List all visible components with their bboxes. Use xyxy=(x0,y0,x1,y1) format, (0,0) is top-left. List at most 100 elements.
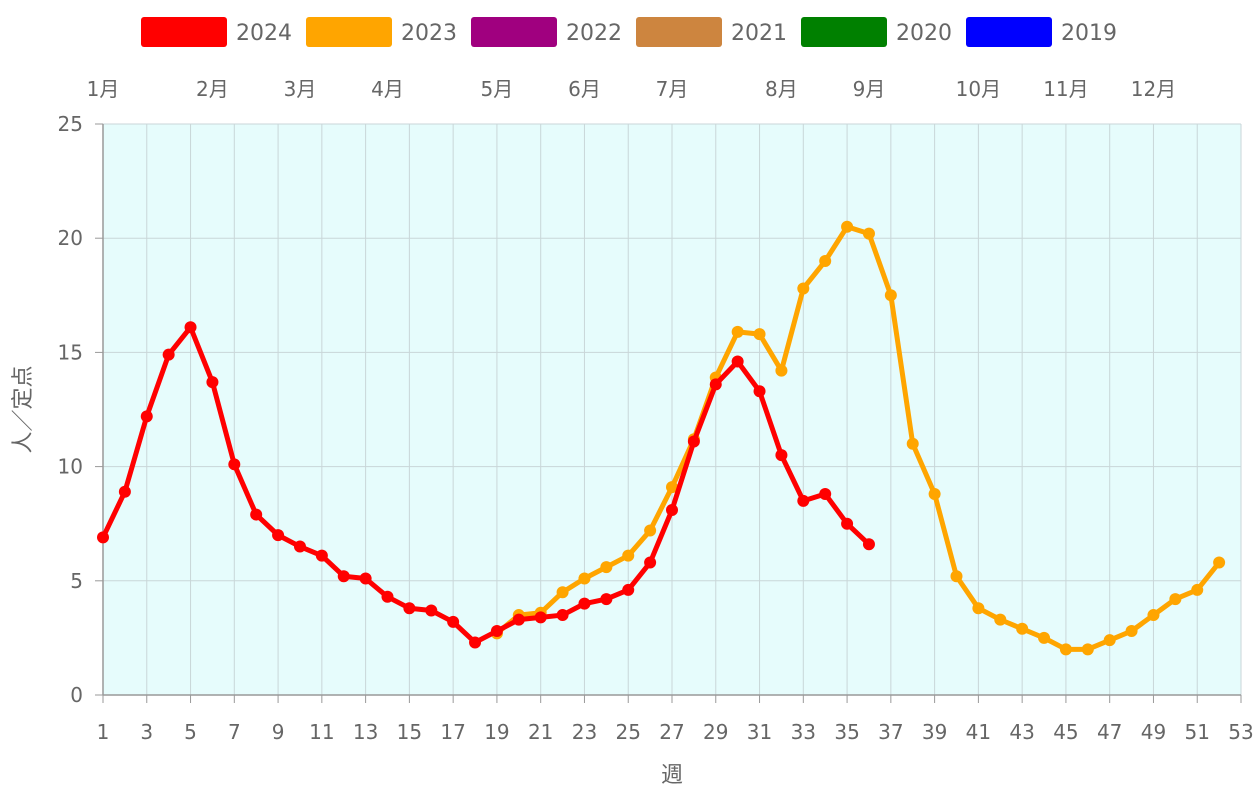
y-tick-label: 0 xyxy=(70,683,83,707)
data-point-2024[interactable] xyxy=(819,488,832,501)
data-point-2024[interactable] xyxy=(797,494,810,507)
data-point-2024[interactable] xyxy=(293,540,306,553)
data-point-2024[interactable] xyxy=(140,410,153,423)
x-tick-label: 25 xyxy=(616,720,641,744)
month-label: 5月 xyxy=(481,77,514,101)
data-point-2024[interactable] xyxy=(381,590,394,603)
data-point-2023[interactable] xyxy=(884,289,897,302)
data-point-2024[interactable] xyxy=(184,321,197,334)
data-point-2024[interactable] xyxy=(97,531,109,544)
data-point-2024[interactable] xyxy=(403,602,416,615)
data-point-2024[interactable] xyxy=(228,458,241,471)
data-point-2023[interactable] xyxy=(1038,631,1051,644)
data-point-2023[interactable] xyxy=(906,437,919,450)
data-point-2023[interactable] xyxy=(578,572,591,585)
data-point-2023[interactable] xyxy=(666,481,678,494)
legend-item-2021[interactable]: 2021 xyxy=(636,17,787,47)
month-label: 12月 xyxy=(1131,77,1176,101)
data-point-2024[interactable] xyxy=(709,378,722,391)
x-tick-label: 53 xyxy=(1228,720,1253,744)
data-point-2024[interactable] xyxy=(272,529,285,542)
data-point-2023[interactable] xyxy=(797,282,810,295)
series xyxy=(97,220,1226,656)
x-tick-label: 1 xyxy=(97,720,110,744)
data-point-2024[interactable] xyxy=(687,435,700,448)
data-point-2023[interactable] xyxy=(600,561,613,574)
data-point-2024[interactable] xyxy=(666,503,678,516)
data-point-2024[interactable] xyxy=(512,613,525,626)
data-point-2023[interactable] xyxy=(950,570,963,583)
data-point-2024[interactable] xyxy=(337,570,350,583)
data-point-2023[interactable] xyxy=(862,227,875,240)
data-point-2023[interactable] xyxy=(1103,634,1116,647)
data-point-2023[interactable] xyxy=(622,549,635,562)
data-point-2023[interactable] xyxy=(644,524,657,537)
x-tick-label: 29 xyxy=(703,720,728,744)
data-point-2023[interactable] xyxy=(1147,609,1160,622)
data-point-2023[interactable] xyxy=(1125,625,1138,638)
data-point-2024[interactable] xyxy=(862,538,875,551)
data-point-2023[interactable] xyxy=(1191,583,1204,596)
data-point-2024[interactable] xyxy=(425,604,438,617)
data-point-2023[interactable] xyxy=(928,488,941,501)
x-tick-label: 21 xyxy=(528,720,553,744)
data-point-2023[interactable] xyxy=(753,328,766,341)
data-point-2023[interactable] xyxy=(731,325,744,338)
data-point-2024[interactable] xyxy=(753,385,766,398)
data-point-2023[interactable] xyxy=(972,602,985,615)
data-point-2023[interactable] xyxy=(556,586,569,599)
data-point-2023[interactable] xyxy=(819,255,832,268)
data-point-2024[interactable] xyxy=(534,611,547,624)
data-point-2023[interactable] xyxy=(1059,643,1072,656)
data-point-2024[interactable] xyxy=(841,517,854,530)
data-point-2024[interactable] xyxy=(731,355,744,368)
data-point-2024[interactable] xyxy=(775,449,788,462)
x-tick-label: 39 xyxy=(922,720,947,744)
data-point-2023[interactable] xyxy=(1169,593,1182,606)
data-point-2024[interactable] xyxy=(600,593,613,606)
legend-swatch xyxy=(141,17,227,47)
data-point-2023[interactable] xyxy=(1016,622,1029,635)
legend-item-2024[interactable]: 2024 xyxy=(141,17,292,47)
data-point-2024[interactable] xyxy=(315,549,328,562)
legend-swatch xyxy=(306,17,392,47)
x-tick-label: 13 xyxy=(353,720,378,744)
legend-item-2022[interactable]: 2022 xyxy=(471,17,622,47)
data-point-2023[interactable] xyxy=(1081,643,1094,656)
data-point-2024[interactable] xyxy=(469,636,482,649)
legend-item-2019[interactable]: 2019 xyxy=(966,17,1117,47)
data-point-2023[interactable] xyxy=(775,364,788,377)
x-tick-label: 9 xyxy=(272,720,285,744)
data-point-2023[interactable] xyxy=(1213,556,1226,569)
data-point-2024[interactable] xyxy=(118,485,131,498)
y-tick-label: 25 xyxy=(58,112,83,136)
data-point-2023[interactable] xyxy=(841,220,854,233)
x-tick-label: 17 xyxy=(440,720,465,744)
data-point-2024[interactable] xyxy=(556,609,569,622)
month-label: 1月 xyxy=(87,77,120,101)
x-tick-label: 5 xyxy=(184,720,197,744)
legend-item-2023[interactable]: 2023 xyxy=(306,17,457,47)
data-point-2024[interactable] xyxy=(490,625,503,638)
legend-label: 2020 xyxy=(896,21,952,46)
legend-item-2020[interactable]: 2020 xyxy=(801,17,952,47)
x-tick-label: 49 xyxy=(1141,720,1166,744)
x-tick-label: 3 xyxy=(140,720,153,744)
data-point-2024[interactable] xyxy=(447,615,460,628)
series-line-2024 xyxy=(100,324,872,645)
legend-label: 2022 xyxy=(566,21,622,46)
y-axis-title: 人／定点 xyxy=(11,365,36,453)
legend-swatch xyxy=(801,17,887,47)
data-point-2024[interactable] xyxy=(206,376,219,389)
data-point-2023[interactable] xyxy=(994,613,1007,626)
data-point-2024[interactable] xyxy=(622,583,635,596)
data-point-2024[interactable] xyxy=(359,572,372,585)
y-tick-label: 15 xyxy=(58,340,83,364)
data-point-2024[interactable] xyxy=(578,597,591,610)
data-point-2024[interactable] xyxy=(644,556,657,569)
data-point-2024[interactable] xyxy=(250,508,263,521)
data-point-2024[interactable] xyxy=(162,348,175,361)
legend-label: 2019 xyxy=(1061,21,1117,46)
